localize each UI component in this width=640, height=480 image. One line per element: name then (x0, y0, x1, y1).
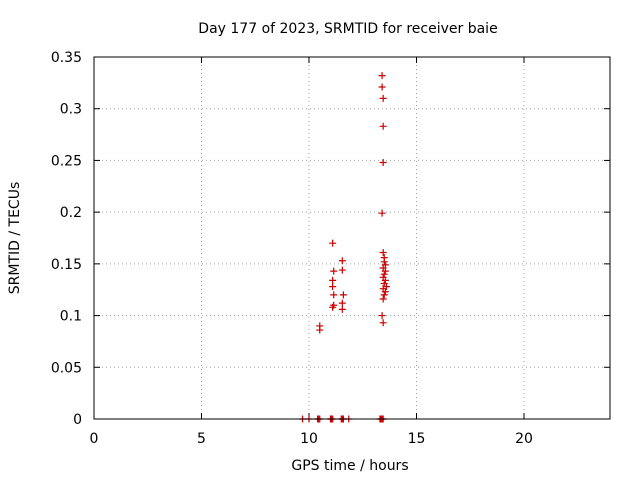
y-tick-label: 0.1 (60, 309, 82, 325)
x-tick-label: 10 (300, 431, 318, 447)
data-point (339, 291, 347, 299)
data-point (381, 276, 389, 284)
data-point (379, 295, 387, 303)
data-point (379, 122, 387, 130)
data-points (299, 72, 390, 423)
y-tick-label: 0.25 (51, 153, 82, 169)
data-point (380, 291, 388, 299)
data-point (380, 270, 388, 278)
y-tick-label: 0.15 (51, 257, 82, 273)
data-point (316, 322, 324, 330)
axis-ticks: 0 5 10 15 20 0 0.05 0.1 0.15 0.2 0.25 0.3 0.35 (51, 50, 610, 447)
y-axis-label: SRMTID / TECUs (7, 182, 23, 295)
data-point (329, 283, 337, 291)
data-point (379, 94, 387, 102)
y-tick-label: 0.35 (51, 50, 82, 66)
plot-frame (93, 56, 611, 420)
chart-title: Day 177 of 2023, SRMTID for receiver bai… (198, 21, 497, 37)
data-point (379, 248, 387, 256)
x-tick-label: 20 (515, 431, 533, 447)
x-tick-label: 0 (90, 431, 99, 447)
data-point (381, 288, 389, 296)
data-point (378, 312, 386, 320)
grid (94, 57, 610, 419)
data-point (379, 158, 387, 166)
y-tick-label: 0 (73, 412, 82, 428)
data-point (338, 266, 346, 274)
y-tick-label: 0.05 (51, 360, 82, 376)
y-tick-label: 0.3 (60, 102, 82, 118)
data-point (380, 258, 388, 266)
x-tick-label: 15 (408, 431, 426, 447)
data-point (378, 72, 386, 80)
x-axis-label: GPS time / hours (291, 458, 408, 474)
data-point (378, 83, 386, 91)
x-tick-label: 5 (197, 431, 206, 447)
data-point (338, 299, 346, 307)
data-point (329, 239, 337, 247)
data-point (330, 267, 338, 275)
data-point (330, 291, 338, 299)
data-point (338, 257, 346, 265)
data-point (338, 305, 346, 313)
data-point (381, 267, 389, 275)
data-point (379, 319, 387, 327)
data-point (378, 209, 386, 217)
y-tick-label: 0.2 (60, 205, 82, 221)
data-point (329, 276, 337, 284)
data-point (329, 303, 337, 311)
